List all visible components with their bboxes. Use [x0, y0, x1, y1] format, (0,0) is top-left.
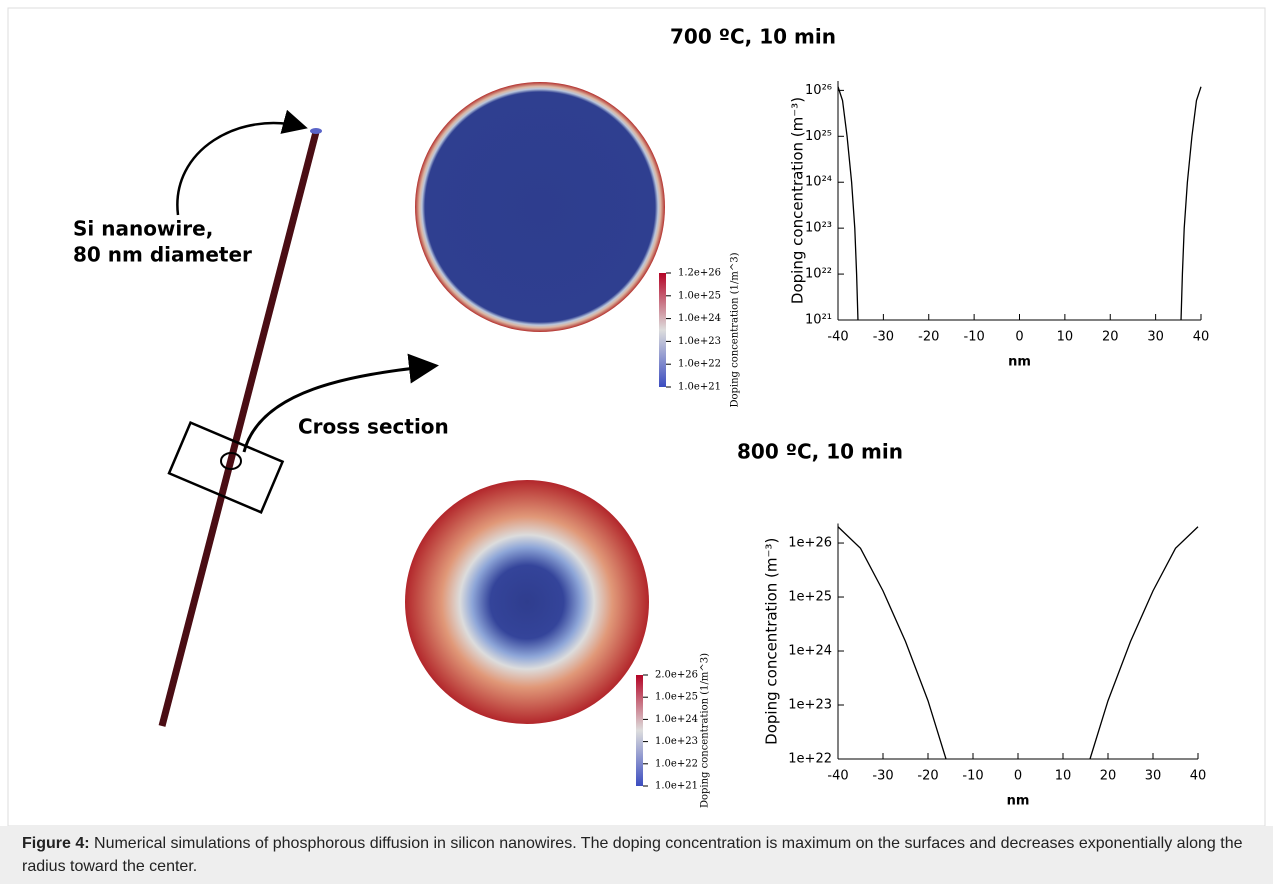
- colorbar-label: 1.0e+22: [678, 359, 721, 370]
- x-tick-label: -30: [873, 330, 894, 345]
- y-tick-label: 10²⁶: [805, 83, 832, 98]
- y-tick-label: 10²¹: [805, 313, 832, 328]
- x-tick-label: -30: [872, 769, 893, 784]
- y-tick-label: 1e+22: [788, 752, 832, 767]
- section-circle: [220, 452, 242, 470]
- colorbar-label: 2.0e+26: [655, 670, 698, 681]
- nanowire: [158, 131, 320, 727]
- label: Cross section: [298, 415, 449, 439]
- nanowire-tip: [310, 128, 322, 134]
- line: [837, 86, 1202, 321]
- x-tick-label: -40: [827, 769, 848, 784]
- x-tick-label: 10: [1057, 330, 1074, 345]
- chart-title: 800 ºC, 10 min: [737, 440, 903, 464]
- x-tick-label: 20: [1102, 330, 1119, 345]
- y-tick-label: 10²³: [805, 221, 832, 236]
- x-tick-label: -40: [827, 330, 848, 345]
- x-tick-label: -10: [964, 330, 985, 345]
- caption-text: Numerical simulations of phosphorous dif…: [22, 835, 1243, 875]
- x-tick-label: -10: [962, 769, 983, 784]
- y-tick-label: 10²⁴: [805, 175, 832, 190]
- y-tick-label: 1e+25: [788, 590, 832, 605]
- colorbar-label: 1.0e+24: [655, 714, 698, 725]
- y-tick-label: 1e+23: [788, 698, 832, 713]
- colorbar-label: 1.0e+23: [655, 736, 698, 747]
- colorbar: [659, 273, 666, 387]
- colorbar-label: 1.0e+25: [678, 290, 721, 301]
- label: 80 nm diameter: [73, 243, 252, 267]
- x-axis-label: nm: [1008, 355, 1031, 370]
- x-tick-label: 30: [1145, 769, 1162, 784]
- colorbar-label: 1.2e+26: [678, 268, 721, 279]
- x-axis-label: nm: [1007, 794, 1030, 809]
- x-tick-label: 20: [1100, 769, 1117, 784]
- y-axis-label: Doping concentration (m⁻³): [789, 97, 807, 304]
- chart-title: 700 ºC, 10 min: [670, 25, 836, 49]
- colorbar-label: 1.0e+21: [655, 781, 698, 792]
- colorbar-label: 1.0e+23: [678, 336, 721, 347]
- caption-label: Figure 4:: [22, 835, 90, 852]
- colorbar-label: 1.0e+21: [678, 382, 721, 393]
- caption: Figure 4: Numerical simulations of phosp…: [0, 826, 1273, 884]
- y-tick-label: 1e+24: [788, 644, 832, 659]
- figure: Si nanowire, 80 nm diameter Cross sectio…: [7, 7, 1266, 826]
- frame: [7, 7, 1266, 826]
- y-tick-label: 1e+26: [788, 536, 832, 551]
- section-box: [167, 420, 285, 514]
- x-tick-label: 0: [1015, 330, 1023, 345]
- x-tick-label: 10: [1055, 769, 1072, 784]
- x-tick-label: 30: [1147, 330, 1164, 345]
- y-tick-label: 10²²: [805, 267, 832, 282]
- x-tick-label: 40: [1190, 769, 1207, 784]
- y-axis-label: Doping concentration (m⁻³): [763, 538, 781, 745]
- cross-section-800: [405, 480, 649, 724]
- line: [837, 526, 1199, 760]
- x-tick-label: 40: [1193, 330, 1210, 345]
- x-tick-label: 0: [1014, 769, 1022, 784]
- colorbar-title: Doping concentration (1/m^3): [700, 653, 711, 808]
- arrow: [242, 353, 439, 453]
- label: Si nanowire,: [73, 217, 213, 241]
- colorbar: [636, 675, 643, 786]
- colorbar-label: 1.0e+22: [655, 758, 698, 769]
- y-tick-label: 10²⁵: [805, 129, 832, 144]
- colorbar-label: 1.0e+25: [655, 692, 698, 703]
- colorbar-label: 1.0e+24: [678, 313, 721, 324]
- x-tick-label: -20: [918, 330, 939, 345]
- cross-section-700: [415, 82, 665, 332]
- x-tick-label: -20: [917, 769, 938, 784]
- colorbar-title: Doping concentration (1/m^3): [730, 252, 741, 407]
- arrow: [176, 109, 308, 216]
